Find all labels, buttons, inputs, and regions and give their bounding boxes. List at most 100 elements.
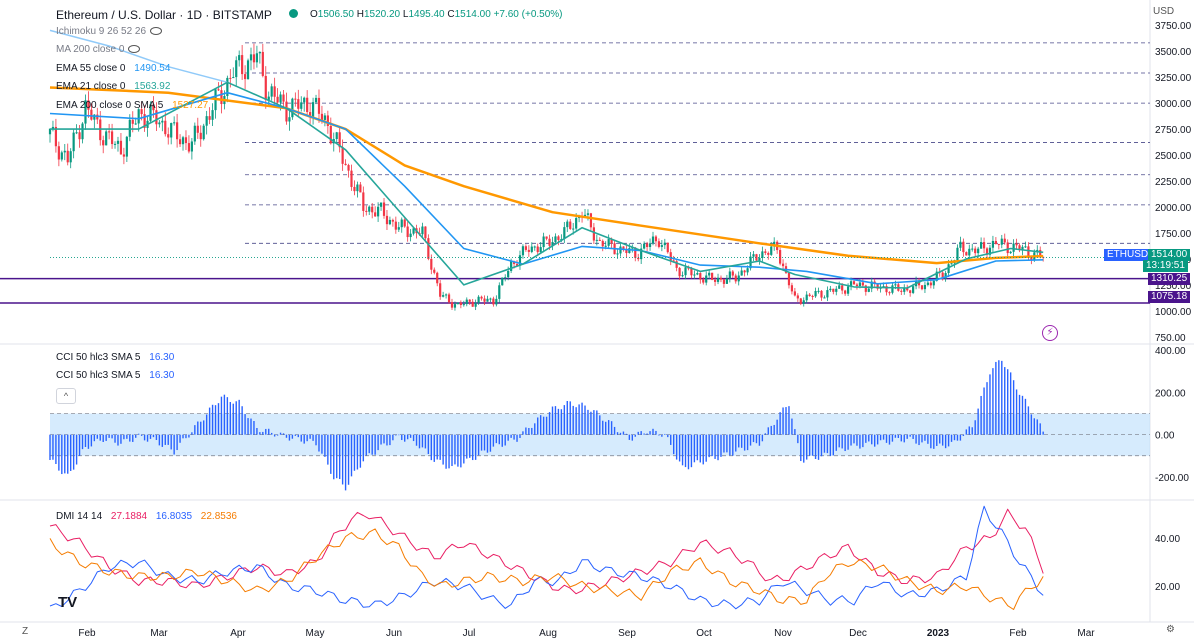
candle-body xyxy=(802,300,805,304)
candle-body xyxy=(770,246,773,255)
candle-body xyxy=(187,143,191,152)
price-tick-label: 750.00 xyxy=(1155,333,1186,344)
price-tick-label: 2250.00 xyxy=(1155,177,1192,188)
candle-body xyxy=(459,302,462,305)
candle-body xyxy=(66,150,69,163)
candle-body xyxy=(604,245,607,247)
candle-body xyxy=(279,94,282,103)
candle-body xyxy=(300,102,303,109)
market-status-icon[interactable] xyxy=(289,9,298,18)
candle-body xyxy=(57,146,60,160)
candle-body xyxy=(1003,238,1006,243)
cci-legend-2[interactable]: CCI 50 hlc3 SMA 5 16.30 xyxy=(56,370,175,381)
candle-body xyxy=(761,251,764,258)
candle-body xyxy=(882,286,885,288)
visibility-off-icon[interactable] xyxy=(150,27,163,36)
candle-body xyxy=(217,89,220,91)
candle-body xyxy=(551,242,554,246)
candle-body xyxy=(374,212,377,217)
candle-body xyxy=(654,236,658,242)
ema21-legend[interactable]: EMA 21 close 0 1563.92 xyxy=(56,81,171,92)
ichimoku-legend[interactable]: Ichimoku 9 26 52 26 xyxy=(56,26,163,38)
settings-gear-icon[interactable]: ⚙ xyxy=(1166,624,1175,635)
x-tick-label: Apr xyxy=(230,628,246,639)
visibility-off-icon[interactable] xyxy=(128,45,141,54)
candle-body xyxy=(637,257,640,260)
candle-body xyxy=(1024,246,1027,248)
candle-body xyxy=(442,295,445,297)
candle-body xyxy=(400,219,403,228)
collapse-chevron-icon[interactable]: ^ xyxy=(56,388,76,404)
candle-body xyxy=(232,77,235,79)
symbol-badge: ETHUSD xyxy=(1104,249,1152,261)
candle-body xyxy=(767,252,770,255)
candle-body xyxy=(610,239,613,244)
candle-body xyxy=(350,170,353,187)
candle-body xyxy=(722,279,726,284)
candle-body xyxy=(276,96,279,103)
dmi-legend[interactable]: DMI 14 14 27.1884 16.8035 22.8536 xyxy=(56,511,237,522)
candle-body xyxy=(643,243,646,249)
candle-body xyxy=(205,116,208,126)
candle-body xyxy=(397,227,400,230)
candle-body xyxy=(255,53,259,63)
ema200-legend[interactable]: EMA 200 close 0 SMA 5 1527.27 xyxy=(56,100,209,111)
candle-body xyxy=(796,295,799,299)
candle-body xyxy=(176,122,179,140)
candle-body xyxy=(344,163,347,166)
candle-body xyxy=(229,77,232,79)
candle-body xyxy=(1012,243,1015,252)
candle-body xyxy=(427,238,430,259)
ema55-legend[interactable]: EMA 55 close 0 1490.54 xyxy=(56,63,171,74)
candle-body xyxy=(501,277,504,286)
candle-body xyxy=(734,275,737,282)
candle-body xyxy=(716,277,720,282)
candle-body xyxy=(823,297,826,299)
x-tick-label: Mar xyxy=(150,628,168,639)
candle-body xyxy=(545,236,548,239)
candle-body xyxy=(430,258,433,270)
candle-body xyxy=(54,126,58,147)
candle-body xyxy=(527,249,530,252)
candle-body xyxy=(645,243,649,247)
cci-legend-1[interactable]: CCI 50 hlc3 SMA 5 16.30 xyxy=(56,352,175,363)
currency-label[interactable]: USD xyxy=(1153,6,1175,17)
candle-body xyxy=(708,272,711,276)
candle-body xyxy=(170,123,173,138)
candle-body xyxy=(746,268,749,273)
candle-body xyxy=(149,104,152,121)
candle-body xyxy=(512,261,516,264)
candle-body xyxy=(412,228,415,234)
x-tick-label: Feb xyxy=(78,628,96,639)
candle-body xyxy=(220,90,223,105)
candle-body xyxy=(634,247,637,258)
candle-body xyxy=(1015,243,1018,246)
candle-body xyxy=(362,192,365,211)
candle-body xyxy=(208,116,211,120)
candle-body xyxy=(252,54,256,63)
axes-layer: 3750.00 3500.00 3250.00 3000.00 2750.00 2500.… xyxy=(78,21,1191,639)
lightning-icon[interactable]: ⚡ xyxy=(1042,325,1058,341)
cci-tick-label: -200.00 xyxy=(1155,473,1189,484)
candle-body xyxy=(199,132,202,140)
candle-body xyxy=(320,113,324,120)
ma200-legend[interactable]: MA 200 close 0 xyxy=(56,44,141,56)
countdown-badge: 13:19:51 xyxy=(1143,260,1188,272)
candle-body xyxy=(838,285,841,289)
candle-body xyxy=(974,248,977,254)
candle-body xyxy=(453,304,457,308)
x-tick-label: Sep xyxy=(618,628,636,639)
candle-body xyxy=(294,98,297,100)
candle-body xyxy=(941,272,944,279)
candle-body xyxy=(379,202,383,207)
candle-body xyxy=(368,206,371,212)
ohlc-readout: O1506.50 H1520.20 L1495.40 C1514.00 +7.6… xyxy=(310,9,563,20)
candle-body xyxy=(303,97,306,103)
candle-body xyxy=(353,186,356,192)
zoom-icon[interactable]: Z xyxy=(22,626,29,637)
candle-body xyxy=(246,60,250,80)
candle-body xyxy=(75,132,78,134)
candle-body xyxy=(341,147,344,164)
candle-body xyxy=(444,294,448,296)
